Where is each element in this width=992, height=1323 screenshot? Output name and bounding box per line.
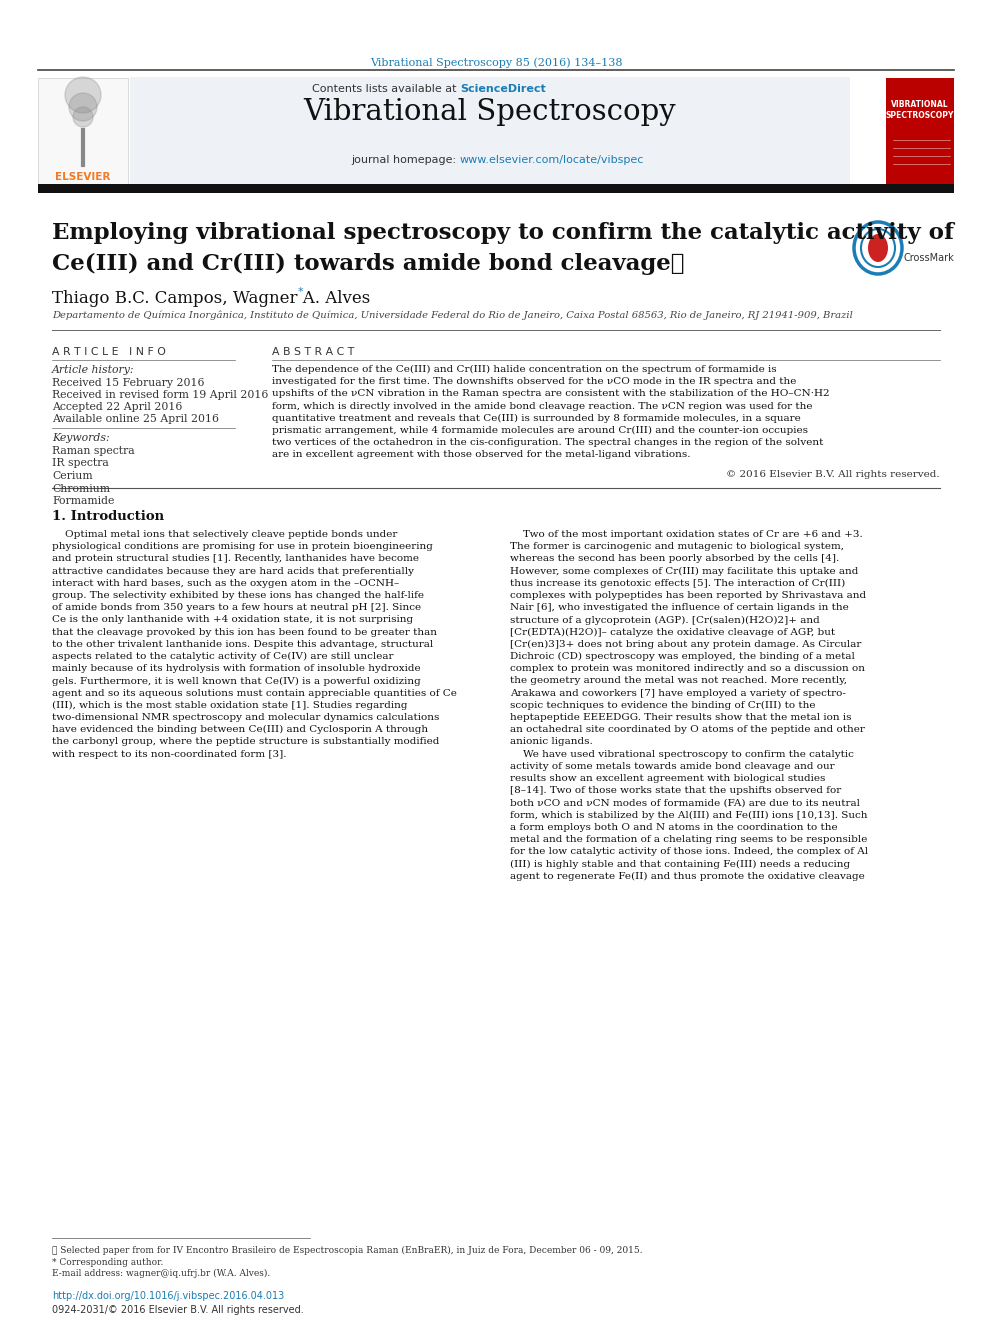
Text: group. The selectivity exhibited by these ions has changed the half-life: group. The selectivity exhibited by thes… [52, 591, 424, 601]
Text: Vibrational Spectroscopy 85 (2016) 134–138: Vibrational Spectroscopy 85 (2016) 134–1… [370, 57, 622, 67]
Text: Two of the most important oxidation states of Cr are +6 and +3.: Two of the most important oxidation stat… [510, 531, 863, 538]
Text: of amide bonds from 350 years to a few hours at neutral pH [2]. Since: of amide bonds from 350 years to a few h… [52, 603, 422, 613]
Text: Departamento de Química Inorgânica, Instituto de Química, Universidade Federal d: Departamento de Química Inorgânica, Inst… [52, 311, 853, 320]
Text: physiological conditions are promising for use in protein bioengineering: physiological conditions are promising f… [52, 542, 433, 552]
Text: form, which is directly involved in the amide bond cleavage reaction. The νCN re: form, which is directly involved in the … [272, 402, 812, 410]
Text: Formamide: Formamide [52, 496, 114, 505]
Text: form, which is stabilized by the Al(III) and Fe(III) ions [10,13]. Such: form, which is stabilized by the Al(III)… [510, 811, 867, 820]
Text: are in excellent agreement with those observed for the metal-ligand vibrations.: are in excellent agreement with those ob… [272, 450, 690, 459]
Text: Available online 25 April 2016: Available online 25 April 2016 [52, 414, 219, 423]
Text: Dichroic (CD) spectroscopy was employed, the binding of a metal: Dichroic (CD) spectroscopy was employed,… [510, 652, 855, 662]
Text: ELSEVIER: ELSEVIER [56, 172, 111, 183]
Text: with respect to its non-coordinated form [3].: with respect to its non-coordinated form… [52, 750, 287, 758]
Text: aspects related to the catalytic activity of Ce(IV) are still unclear: aspects related to the catalytic activit… [52, 652, 394, 662]
Text: Raman spectra: Raman spectra [52, 446, 135, 456]
Text: The former is carcinogenic and mutagenic to biological system,: The former is carcinogenic and mutagenic… [510, 542, 844, 552]
Text: 1. Introduction: 1. Introduction [52, 509, 164, 523]
Text: upshifts of the νCN vibration in the Raman spectra are consistent with the stabi: upshifts of the νCN vibration in the Ram… [272, 389, 829, 398]
Text: Keywords:: Keywords: [52, 433, 110, 443]
Text: complexes with polypeptides has been reported by Shrivastava and: complexes with polypeptides has been rep… [510, 591, 866, 601]
FancyBboxPatch shape [38, 184, 954, 193]
Text: mainly because of its hydrolysis with formation of insoluble hydroxide: mainly because of its hydrolysis with fo… [52, 664, 421, 673]
Text: a form employs both O and N atoms in the coordination to the: a form employs both O and N atoms in the… [510, 823, 837, 832]
Text: ★ Selected paper from for IV Encontro Brasileiro de Espectroscopia Raman (EnBraE: ★ Selected paper from for IV Encontro Br… [52, 1246, 643, 1256]
Text: the carbonyl group, where the peptide structure is substantially modified: the carbonyl group, where the peptide st… [52, 737, 439, 746]
Text: scopic techniques to evidence the binding of Cr(III) to the: scopic techniques to evidence the bindin… [510, 701, 815, 710]
Text: quantitative treatment and reveals that Ce(III) is surrounded by 8 formamide mol: quantitative treatment and reveals that … [272, 414, 801, 423]
Text: to the other trivalent lanthanide ions. Despite this advantage, structural: to the other trivalent lanthanide ions. … [52, 640, 434, 648]
Text: www.elsevier.com/locate/vibspec: www.elsevier.com/locate/vibspec [460, 155, 645, 165]
Text: http://dx.doi.org/10.1016/j.vibspec.2016.04.013: http://dx.doi.org/10.1016/j.vibspec.2016… [52, 1291, 285, 1301]
Text: for the low catalytic activity of those ions. Indeed, the complex of Al: for the low catalytic activity of those … [510, 847, 868, 856]
Text: Article history:: Article history: [52, 365, 135, 374]
Circle shape [65, 77, 101, 112]
Circle shape [73, 107, 93, 127]
Text: IR spectra: IR spectra [52, 459, 109, 468]
Text: [8–14]. Two of those works state that the upshifts observed for: [8–14]. Two of those works state that th… [510, 786, 841, 795]
Text: Received in revised form 19 April 2016: Received in revised form 19 April 2016 [52, 390, 269, 400]
Text: an octahedral site coordinated by O atoms of the peptide and other: an octahedral site coordinated by O atom… [510, 725, 865, 734]
Text: results show an excellent agreement with biological studies: results show an excellent agreement with… [510, 774, 825, 783]
Text: whereas the second has been poorly absorbed by the cells [4].: whereas the second has been poorly absor… [510, 554, 839, 564]
Text: and protein structural studies [1]. Recently, lanthanides have become: and protein structural studies [1]. Rece… [52, 554, 419, 564]
Text: VIBRATIONAL
SPECTROSCOPY: VIBRATIONAL SPECTROSCOPY [886, 101, 954, 120]
Text: * Corresponding author.: * Corresponding author. [52, 1258, 164, 1267]
Text: Cerium: Cerium [52, 471, 92, 482]
Text: Contents lists available at: Contents lists available at [312, 83, 460, 94]
Text: attractive candidates because they are hard acids that preferentially: attractive candidates because they are h… [52, 566, 414, 576]
Text: We have used vibrational spectroscopy to confirm the catalytic: We have used vibrational spectroscopy to… [510, 750, 854, 758]
Text: A R T I C L E   I N F O: A R T I C L E I N F O [52, 347, 166, 357]
Text: two-dimensional NMR spectroscopy and molecular dynamics calculations: two-dimensional NMR spectroscopy and mol… [52, 713, 439, 722]
Ellipse shape [868, 234, 888, 262]
Text: agent and so its aqueous solutions must contain appreciable quantities of Ce: agent and so its aqueous solutions must … [52, 688, 457, 697]
Text: 0924-2031/© 2016 Elsevier B.V. All rights reserved.: 0924-2031/© 2016 Elsevier B.V. All right… [52, 1304, 304, 1315]
Text: activity of some metals towards amide bond cleavage and our: activity of some metals towards amide bo… [510, 762, 834, 771]
Text: have evidenced the binding between Ce(III) and Cyclosporin A through: have evidenced the binding between Ce(II… [52, 725, 429, 734]
FancyBboxPatch shape [886, 78, 954, 188]
Text: agent to regenerate Fe(II) and thus promote the oxidative cleavage: agent to regenerate Fe(II) and thus prom… [510, 872, 865, 881]
Text: E-mail address: wagner@iq.ufrj.br (W.A. Alves).: E-mail address: wagner@iq.ufrj.br (W.A. … [52, 1269, 270, 1278]
Text: Nair [6], who investigated the influence of certain ligands in the: Nair [6], who investigated the influence… [510, 603, 849, 613]
Text: prismatic arrangement, while 4 formamide molecules are around Cr(III) and the co: prismatic arrangement, while 4 formamide… [272, 426, 808, 435]
Text: [Cr(EDTA)(H2O)]– catalyze the oxidative cleavage of AGP, but: [Cr(EDTA)(H2O)]– catalyze the oxidative … [510, 627, 835, 636]
Text: heptapeptide EEEEDGG. Their results show that the metal ion is: heptapeptide EEEEDGG. Their results show… [510, 713, 851, 722]
Text: that the cleavage provoked by this ion has been found to be greater than: that the cleavage provoked by this ion h… [52, 627, 437, 636]
Text: Optimal metal ions that selectively cleave peptide bonds under: Optimal metal ions that selectively clea… [52, 531, 398, 538]
Text: Employing vibrational spectroscopy to confirm the catalytic activity of: Employing vibrational spectroscopy to co… [52, 222, 954, 243]
Text: ScienceDirect: ScienceDirect [460, 83, 546, 94]
Text: structure of a glycoprotein (AGP). [Cr(salen)(H2O)2]+ and: structure of a glycoprotein (AGP). [Cr(s… [510, 615, 819, 624]
Text: metal and the formation of a chelating ring seems to be responsible: metal and the formation of a chelating r… [510, 835, 867, 844]
Text: (III), which is the most stable oxidation state [1]. Studies regarding: (III), which is the most stable oxidatio… [52, 701, 408, 710]
Text: gels. Furthermore, it is well known that Ce(IV) is a powerful oxidizing: gels. Furthermore, it is well known that… [52, 676, 421, 685]
Text: journal homepage:: journal homepage: [351, 155, 460, 165]
Text: Ce is the only lanthanide with +4 oxidation state, it is not surprising: Ce is the only lanthanide with +4 oxidat… [52, 615, 413, 624]
Text: Chromium: Chromium [52, 483, 110, 493]
FancyBboxPatch shape [38, 78, 128, 191]
Text: two vertices of the octahedron in the cis-configuration. The spectral changes in: two vertices of the octahedron in the ci… [272, 438, 823, 447]
Circle shape [69, 93, 97, 120]
Text: anionic ligands.: anionic ligands. [510, 737, 593, 746]
Text: Arakawa and coworkers [7] have employed a variety of spectro-: Arakawa and coworkers [7] have employed … [510, 688, 846, 697]
Text: CrossMark: CrossMark [903, 253, 953, 263]
Text: The dependence of the Ce(III) and Cr(III) halide concentration on the spectrum o: The dependence of the Ce(III) and Cr(III… [272, 365, 777, 374]
Text: both νCO and νCN modes of formamide (FA) are due to its neutral: both νCO and νCN modes of formamide (FA)… [510, 798, 860, 807]
Text: Thiago B.C. Campos, Wagner A. Alves: Thiago B.C. Campos, Wagner A. Alves [52, 290, 370, 307]
Text: Received 15 February 2016: Received 15 February 2016 [52, 378, 204, 388]
Text: interact with hard bases, such as the oxygen atom in the –OCNH–: interact with hard bases, such as the ox… [52, 578, 399, 587]
Text: © 2016 Elsevier B.V. All rights reserved.: © 2016 Elsevier B.V. All rights reserved… [726, 470, 940, 479]
Text: complex to protein was monitored indirectly and so a discussion on: complex to protein was monitored indirec… [510, 664, 865, 673]
Text: investigated for the first time. The downshifts observed for the νCO mode in the: investigated for the first time. The dow… [272, 377, 797, 386]
FancyBboxPatch shape [130, 77, 850, 185]
Text: Accepted 22 April 2016: Accepted 22 April 2016 [52, 402, 183, 411]
Text: However, some complexes of Cr(III) may facilitate this uptake and: However, some complexes of Cr(III) may f… [510, 566, 858, 576]
Text: Vibrational Spectroscopy: Vibrational Spectroscopy [304, 98, 677, 126]
Text: the geometry around the metal was not reached. More recently,: the geometry around the metal was not re… [510, 676, 847, 685]
Text: A B S T R A C T: A B S T R A C T [272, 347, 354, 357]
Text: *: * [298, 287, 304, 296]
Text: (III) is highly stable and that containing Fe(III) needs a reducing: (III) is highly stable and that containi… [510, 860, 850, 868]
Text: Ce(III) and Cr(III) towards amide bond cleavage★: Ce(III) and Cr(III) towards amide bond c… [52, 253, 684, 275]
Text: thus increase its genotoxic effects [5]. The interaction of Cr(III): thus increase its genotoxic effects [5].… [510, 578, 845, 587]
Text: [Cr(en)3]3+ does not bring about any protein damage. As Circular: [Cr(en)3]3+ does not bring about any pro… [510, 640, 861, 648]
